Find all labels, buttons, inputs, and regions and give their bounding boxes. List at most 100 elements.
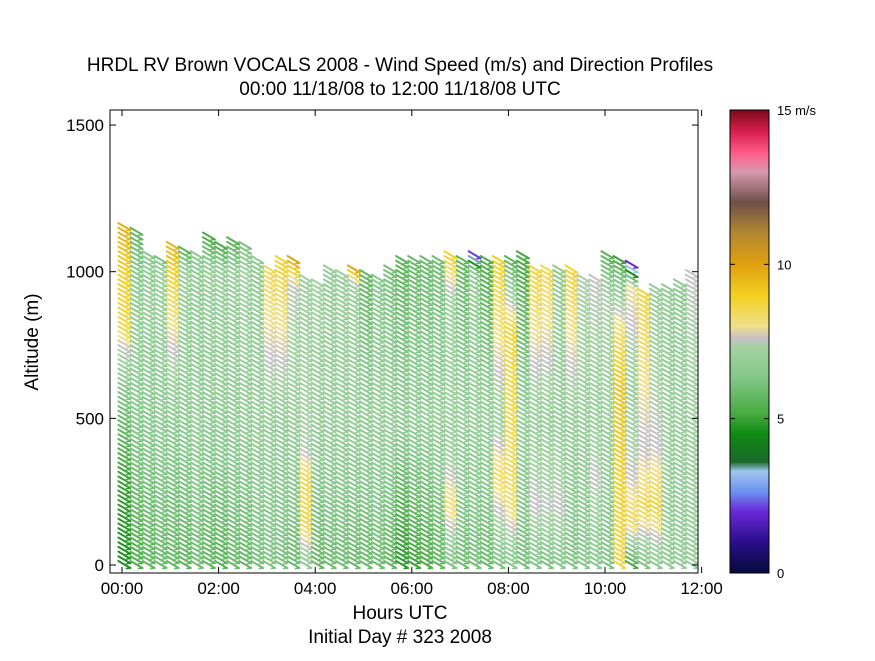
wind-barb-head [186, 351, 192, 354]
wind-barb-head [210, 328, 216, 330]
wind-barb [479, 306, 494, 316]
wind-barb [346, 536, 361, 546]
wind-barb [443, 391, 458, 401]
wind-barb-head [210, 271, 216, 274]
wind-barb [298, 428, 313, 438]
wind-barb [238, 362, 253, 372]
wind-barb [491, 513, 506, 523]
wind-barb-head [210, 351, 216, 354]
wind-barb [515, 527, 530, 537]
wind-barb-head [137, 238, 144, 241]
wind-barb [407, 283, 422, 293]
wind-barb [395, 560, 410, 569]
wind-barb [286, 555, 301, 565]
wind-barb-head [500, 567, 506, 570]
wind-barb [214, 301, 228, 311]
wind-barb [238, 255, 253, 264]
wind-barb [153, 545, 168, 555]
wind-barb [310, 391, 325, 401]
wind-barb [419, 461, 434, 471]
wind-barb [479, 367, 494, 377]
wind-barb [274, 362, 289, 372]
wind-barb-head [475, 529, 482, 532]
wind-barb-head [548, 271, 554, 274]
wind-barb-head [198, 464, 204, 466]
wind-barb [334, 550, 349, 560]
wind-barb [153, 475, 168, 485]
wind-barb [371, 405, 385, 415]
wind-barb-head [282, 398, 289, 401]
wind-barb [226, 503, 241, 513]
wind-barb [250, 297, 265, 307]
wind-barb-head [439, 332, 446, 335]
wind-barb-head [173, 374, 180, 377]
wind-barb-head [536, 553, 542, 556]
wind-barb [274, 536, 289, 546]
wind-barb [467, 409, 482, 419]
wind-barb-head [379, 464, 385, 466]
wind-barb-head [186, 403, 192, 405]
wind-barb [491, 527, 506, 537]
wind-barb-head [149, 492, 156, 495]
wind-barb [455, 428, 470, 438]
wind-barb-head [270, 374, 276, 377]
wind-barb-head [488, 262, 494, 265]
wind-barb-head [246, 525, 252, 527]
wind-barb-head [403, 450, 409, 452]
wind-profile-12 [262, 264, 277, 570]
wind-profile-19 [346, 264, 361, 570]
wind-barb-head [524, 515, 530, 518]
wind-barb [141, 447, 156, 457]
wind-barb-head [294, 351, 301, 354]
wind-barb [467, 400, 482, 410]
wind-barb-head [125, 548, 132, 551]
wind-barb [515, 484, 530, 494]
wind-barb-head [379, 304, 385, 307]
wind-barb [503, 292, 518, 302]
wind-barb-head [451, 332, 458, 335]
wind-barb-head [500, 328, 506, 330]
wind-barb [250, 470, 265, 480]
wind-barb [334, 367, 349, 377]
wind-barb-head [463, 267, 470, 269]
wind-barb-head [391, 515, 397, 518]
wind-barb-head [258, 417, 264, 419]
wind-barb [479, 531, 494, 541]
wind-barb [479, 447, 494, 457]
wind-barb-head [524, 496, 530, 499]
wind-barb-head [427, 450, 433, 452]
wind-barb [443, 301, 458, 311]
wind-barb-head [246, 487, 252, 490]
wind-barb-head [210, 515, 216, 518]
wind-barb [177, 423, 192, 433]
wind-barb-head [367, 318, 373, 321]
wind-barb-head [234, 412, 240, 415]
wind-barb-head [234, 435, 240, 438]
wind-barb-head [451, 389, 458, 391]
wind-barb [274, 522, 289, 532]
wind-barb-head [149, 304, 156, 307]
wind-barb-head [548, 539, 554, 541]
wind-barb [419, 405, 434, 415]
wind-barb-head [186, 417, 192, 419]
wind-barb-head [427, 501, 433, 504]
wind-barb [371, 372, 385, 382]
wind-barb [503, 381, 518, 391]
wind-barb [189, 367, 204, 377]
wind-barb-head [306, 328, 313, 330]
wind-barb-head [560, 393, 566, 396]
wind-barb-head [234, 351, 240, 354]
wind-barb-head [512, 506, 518, 509]
wind-barb-head [331, 276, 337, 279]
wind-barb-head [161, 492, 168, 495]
wind-barb [371, 522, 385, 532]
wind-barb [358, 503, 373, 513]
wind-barb-head [475, 379, 482, 382]
wind-barb [443, 503, 458, 513]
wind-barb [564, 419, 579, 429]
wind-barb [262, 550, 277, 560]
wind-barb [515, 283, 530, 293]
wind-barb [503, 494, 518, 504]
wind-barb [383, 499, 398, 508]
wind-barb [238, 438, 253, 447]
